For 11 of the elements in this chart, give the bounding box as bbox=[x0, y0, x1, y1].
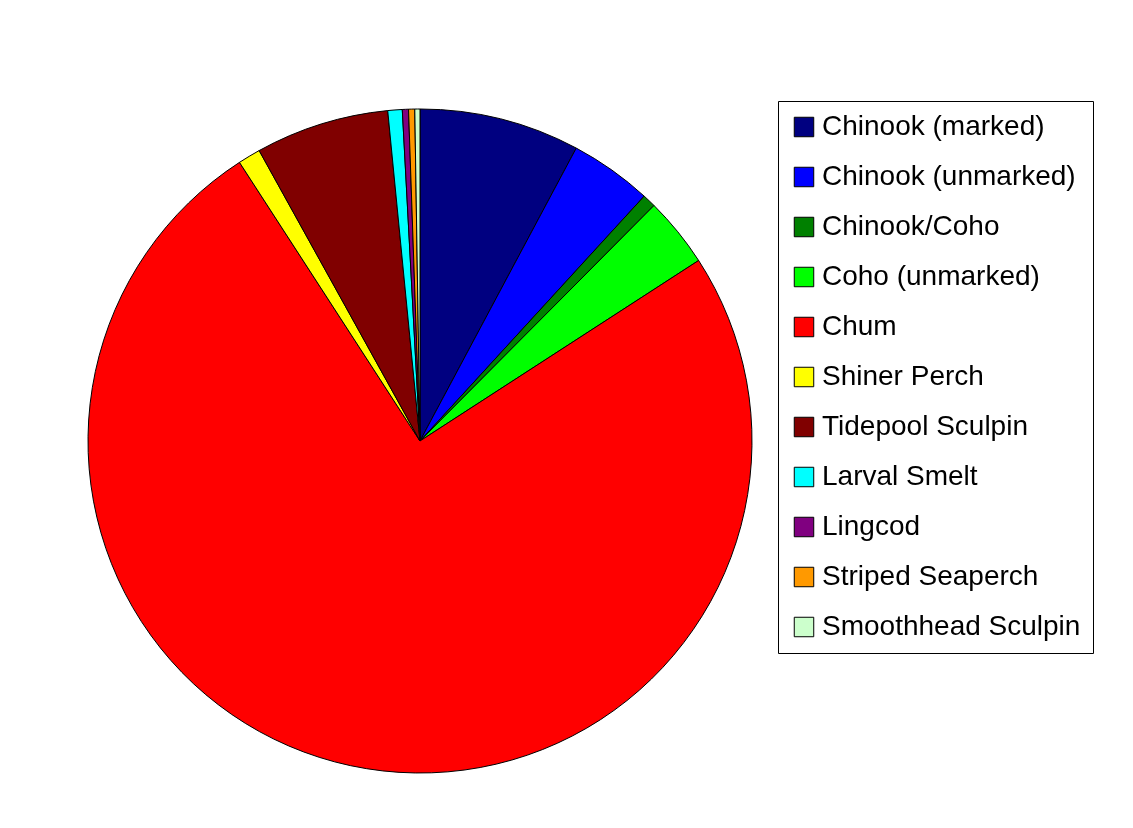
legend-label: Chinook/Coho bbox=[822, 210, 1000, 241]
legend-label: Larval Smelt bbox=[822, 460, 978, 491]
legend-label: Shiner Perch bbox=[822, 360, 984, 391]
legend-label: Coho (unmarked) bbox=[822, 260, 1040, 291]
legend-label: Chum bbox=[822, 310, 897, 341]
legend-label: Tidepool Sculpin bbox=[822, 410, 1028, 441]
legend-label: Smoothhead Sculpin bbox=[822, 610, 1081, 641]
legend-label: Lingcod bbox=[822, 510, 921, 541]
legend-label: Chinook (marked) bbox=[822, 110, 1045, 141]
legend-label: Striped Seaperch bbox=[822, 560, 1039, 591]
legend-label: Chinook (unmarked) bbox=[822, 160, 1076, 191]
